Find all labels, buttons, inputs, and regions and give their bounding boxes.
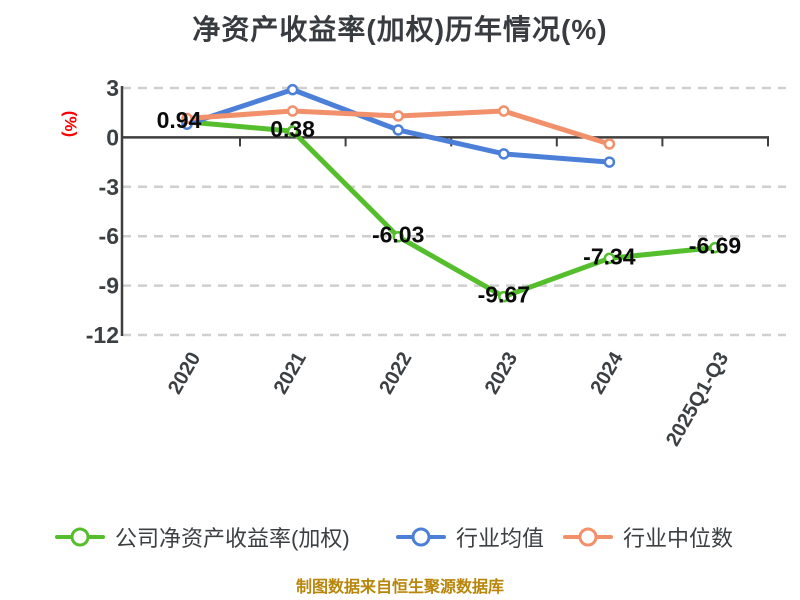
data-source-note: 制图数据来自恒生聚源数据库 <box>295 579 504 596</box>
x-tick-label-2021: 2021 <box>270 349 311 399</box>
y-tick-label--3: -3 <box>99 174 119 200</box>
company-roe-point <box>286 125 299 137</box>
value-label--9.67: -9.67 <box>478 282 530 308</box>
legend-label-industry-avg: 行业均值 <box>456 526 545 551</box>
y-tick-label--12: -12 <box>86 322 119 348</box>
industry-median-point <box>286 105 299 117</box>
company-roe-point <box>392 230 404 243</box>
y-tick-label-3: 3 <box>106 75 119 101</box>
y-tick-label--9: -9 <box>99 273 119 299</box>
value-label--6.03: -6.03 <box>372 222 424 248</box>
company-roe-point <box>709 241 721 254</box>
y-tick-label-0: 0 <box>106 124 119 150</box>
industry-median-point <box>181 112 193 125</box>
x-tick-label-2025Q1-Q3: 2025Q1-Q3 <box>662 349 733 451</box>
legend-item-industry-median[interactable]: 行业中位数 <box>563 522 733 552</box>
industry-avg-point <box>392 124 404 136</box>
y-tick-label--6: -6 <box>99 223 119 249</box>
chart-title: 净资产收益率(加权)历年情况(%) <box>192 14 608 45</box>
legend-label-company-roe: 公司净资产收益率(加权) <box>115 526 350 551</box>
industry-avg-point <box>498 148 510 160</box>
industry-avg-point <box>603 156 616 168</box>
x-tick-label-2023: 2023 <box>481 349 522 399</box>
industry-median-point <box>603 138 616 150</box>
industry-median-point <box>392 110 404 122</box>
value-label-0.38: 0.38 <box>270 116 315 142</box>
legend-item-company-roe[interactable]: 公司净资产收益率(加权) <box>55 522 350 552</box>
company-roe-line <box>184 119 718 300</box>
x-tick-label-2020: 2020 <box>164 349 205 399</box>
value-label-0.94: 0.94 <box>157 107 202 133</box>
industry-median-point <box>498 105 510 117</box>
x-tick-label-2024: 2024 <box>586 348 628 398</box>
industry-avg-point <box>286 83 299 96</box>
legend-marker-company-roe-icon <box>55 527 105 547</box>
value-label--7.34: -7.34 <box>583 243 636 269</box>
company-roe-point <box>498 290 510 303</box>
value-label--6.69: -6.69 <box>689 233 741 259</box>
legend-marker-industry-median-icon <box>563 527 613 547</box>
legend-marker-industry-avg-icon <box>396 527 446 547</box>
company-roe-point <box>603 252 616 265</box>
legend-label-industry-median: 行业中位数 <box>623 526 734 551</box>
legend-item-industry-avg[interactable]: 行业均值 <box>396 522 544 552</box>
x-tick-label-2022: 2022 <box>375 349 416 399</box>
y-axis-unit-label: (%) <box>61 111 80 137</box>
